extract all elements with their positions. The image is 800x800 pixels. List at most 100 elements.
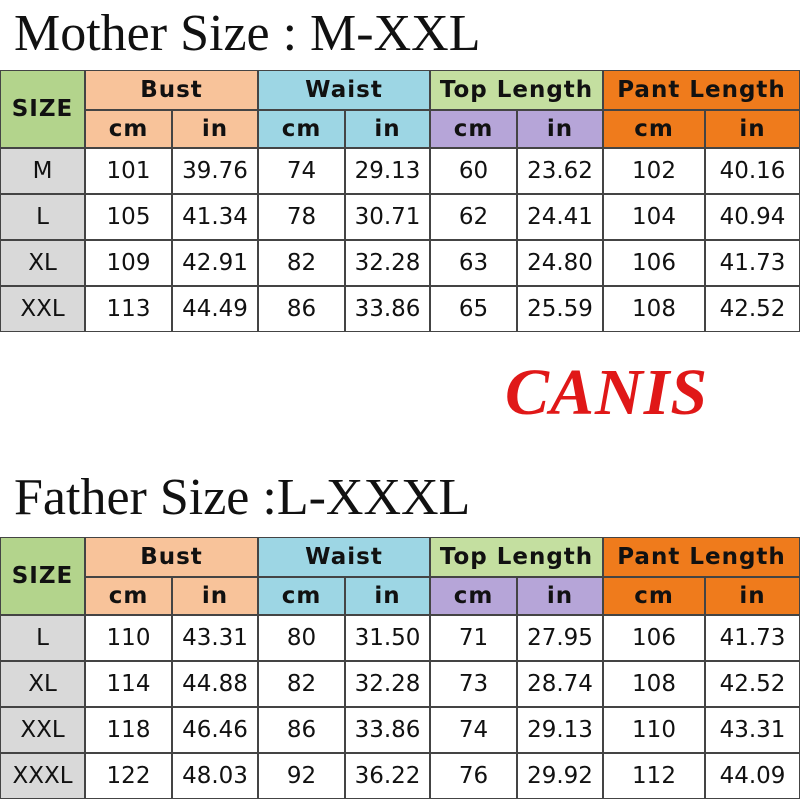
- measure-cell: 46.46: [172, 707, 258, 753]
- measure-cell: 32.28: [345, 661, 430, 707]
- measure-cell: 43.31: [172, 615, 258, 661]
- group-header: Waist: [258, 537, 430, 577]
- measure-cell: 101: [85, 148, 172, 194]
- measure-cell: 65: [430, 286, 517, 332]
- measure-cell: 24.41: [517, 194, 603, 240]
- measure-cell: 110: [85, 615, 172, 661]
- group-header: Waist: [258, 70, 430, 110]
- unit-header: in: [517, 110, 603, 148]
- size-cell: XL: [0, 240, 85, 286]
- measure-cell: 33.86: [345, 286, 430, 332]
- measure-cell: 28.74: [517, 661, 603, 707]
- size-cell: XL: [0, 661, 85, 707]
- measure-cell: 29.13: [345, 148, 430, 194]
- unit-header: in: [345, 110, 430, 148]
- measure-cell: 33.86: [345, 707, 430, 753]
- measure-cell: 24.80: [517, 240, 603, 286]
- group-header: Top Length: [430, 537, 603, 577]
- unit-header: cm: [258, 577, 345, 615]
- measure-cell: 41.73: [705, 240, 800, 286]
- unit-header: in: [172, 577, 258, 615]
- measure-cell: 109: [85, 240, 172, 286]
- measure-cell: 29.92: [517, 753, 603, 799]
- measure-cell: 106: [603, 240, 705, 286]
- unit-header: cm: [430, 577, 517, 615]
- size-cell: XXL: [0, 707, 85, 753]
- unit-header: cm: [430, 110, 517, 148]
- measure-cell: 106: [603, 615, 705, 661]
- measure-cell: 40.16: [705, 148, 800, 194]
- measure-cell: 74: [430, 707, 517, 753]
- measure-cell: 30.71: [345, 194, 430, 240]
- measure-cell: 41.73: [705, 615, 800, 661]
- unit-header: in: [705, 110, 800, 148]
- measure-cell: 29.13: [517, 707, 603, 753]
- section-title: Father Size :L-XXXL: [14, 469, 471, 526]
- measure-cell: 63: [430, 240, 517, 286]
- measure-cell: 42.52: [705, 661, 800, 707]
- measure-cell: 39.76: [172, 148, 258, 194]
- measure-cell: 92: [258, 753, 345, 799]
- group-header: Pant Length: [603, 537, 800, 577]
- unit-header: cm: [258, 110, 345, 148]
- size-cell: L: [0, 194, 85, 240]
- group-header: Pant Length: [603, 70, 800, 110]
- size-header: SIZE: [0, 537, 85, 615]
- measure-cell: 25.59: [517, 286, 603, 332]
- unit-header: in: [517, 577, 603, 615]
- measure-cell: 42.52: [705, 286, 800, 332]
- measure-cell: 104: [603, 194, 705, 240]
- group-header: Top Length: [430, 70, 603, 110]
- measure-cell: 82: [258, 240, 345, 286]
- measure-cell: 102: [603, 148, 705, 194]
- measure-cell: 112: [603, 753, 705, 799]
- measure-cell: 42.91: [172, 240, 258, 286]
- measure-cell: 36.22: [345, 753, 430, 799]
- measure-cell: 105: [85, 194, 172, 240]
- size-cell: XXL: [0, 286, 85, 332]
- measure-cell: 31.50: [345, 615, 430, 661]
- section-title: Mother Size : M-XXL: [14, 5, 481, 62]
- size-cell: M: [0, 148, 85, 194]
- measure-cell: 74: [258, 148, 345, 194]
- measure-cell: 23.62: [517, 148, 603, 194]
- measure-cell: 73: [430, 661, 517, 707]
- measure-cell: 41.34: [172, 194, 258, 240]
- measure-cell: 27.95: [517, 615, 603, 661]
- measure-cell: 32.28: [345, 240, 430, 286]
- measure-cell: 110: [603, 707, 705, 753]
- measure-cell: 40.94: [705, 194, 800, 240]
- measure-cell: 113: [85, 286, 172, 332]
- unit-header: in: [345, 577, 430, 615]
- measure-cell: 114: [85, 661, 172, 707]
- measure-cell: 43.31: [705, 707, 800, 753]
- measure-cell: 78: [258, 194, 345, 240]
- measure-cell: 122: [85, 753, 172, 799]
- measure-cell: 82: [258, 661, 345, 707]
- measure-cell: 44.09: [705, 753, 800, 799]
- unit-header: cm: [603, 110, 705, 148]
- measure-cell: 48.03: [172, 753, 258, 799]
- measure-cell: 86: [258, 707, 345, 753]
- measure-cell: 108: [603, 286, 705, 332]
- group-header: Bust: [85, 537, 258, 577]
- measure-cell: 62: [430, 194, 517, 240]
- unit-header: cm: [603, 577, 705, 615]
- unit-header: in: [705, 577, 800, 615]
- measure-cell: 86: [258, 286, 345, 332]
- measure-cell: 108: [603, 661, 705, 707]
- size-cell: L: [0, 615, 85, 661]
- size-cell: XXXL: [0, 753, 85, 799]
- measure-cell: 118: [85, 707, 172, 753]
- measure-cell: 44.49: [172, 286, 258, 332]
- measure-cell: 76: [430, 753, 517, 799]
- measure-cell: 44.88: [172, 661, 258, 707]
- brand-logo: CANIS: [505, 356, 709, 429]
- size-header: SIZE: [0, 70, 85, 148]
- unit-header: in: [172, 110, 258, 148]
- unit-header: cm: [85, 577, 172, 615]
- group-header: Bust: [85, 70, 258, 110]
- measure-cell: 60: [430, 148, 517, 194]
- measure-cell: 80: [258, 615, 345, 661]
